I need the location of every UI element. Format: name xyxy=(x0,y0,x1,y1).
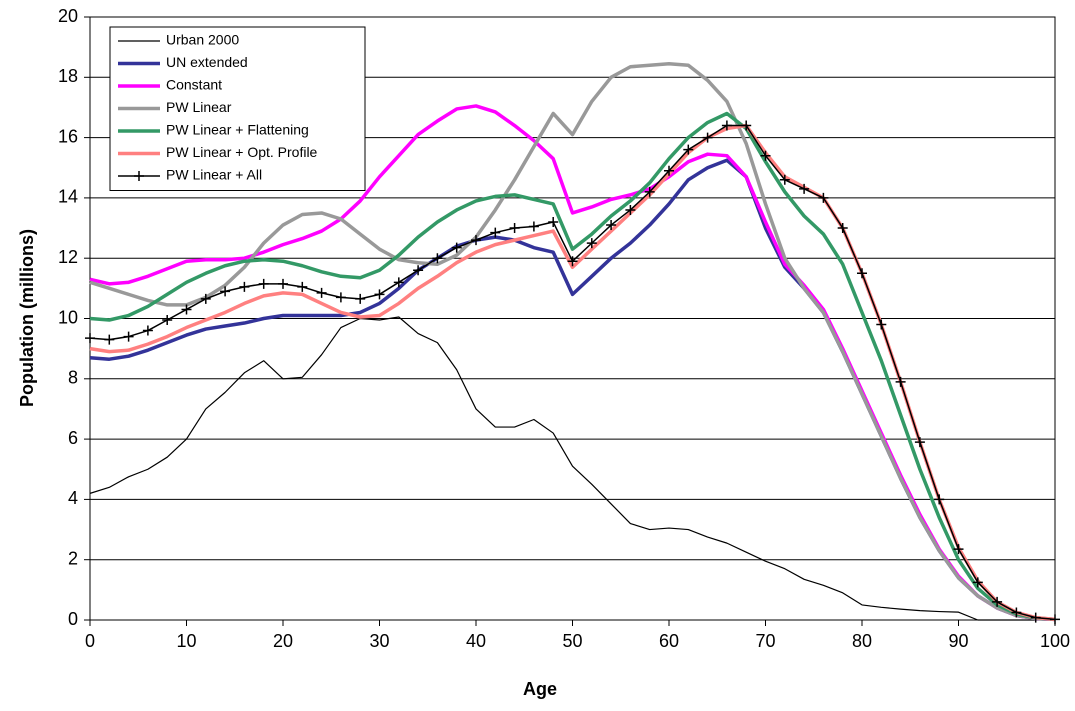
y-tick-label: 20 xyxy=(58,6,78,26)
marker xyxy=(914,437,925,448)
marker xyxy=(702,132,713,143)
y-tick-label: 14 xyxy=(58,187,78,207)
marker xyxy=(258,278,269,289)
x-tick-label: 20 xyxy=(273,631,293,651)
x-tick-label: 100 xyxy=(1040,631,1070,651)
marker xyxy=(741,120,752,131)
y-tick-label: 18 xyxy=(58,66,78,86)
marker xyxy=(181,304,192,315)
marker xyxy=(1050,614,1060,625)
series-line xyxy=(89,316,1055,621)
marker xyxy=(818,192,829,203)
marker xyxy=(586,238,597,249)
marker xyxy=(393,277,404,288)
marker xyxy=(374,289,385,300)
marker xyxy=(278,278,288,289)
marker xyxy=(606,220,617,231)
marker xyxy=(355,293,366,304)
x-tick-label: 60 xyxy=(659,631,679,651)
marker xyxy=(200,293,211,304)
marker xyxy=(335,292,346,303)
marker xyxy=(104,334,115,345)
marker xyxy=(664,165,674,176)
marker xyxy=(162,315,173,326)
marker xyxy=(721,120,732,131)
x-tick-label: 30 xyxy=(369,631,389,651)
y-axis-title: Population (millions) xyxy=(17,229,37,407)
marker xyxy=(992,596,1003,607)
x-tick-label: 70 xyxy=(755,631,775,651)
marker xyxy=(837,223,848,234)
marker xyxy=(471,235,481,246)
marker xyxy=(490,227,501,238)
x-tick-label: 80 xyxy=(852,631,872,651)
legend-marker xyxy=(134,171,144,181)
marker xyxy=(876,319,887,330)
marker xyxy=(567,256,578,267)
legend-label: PW Linear + All xyxy=(166,167,262,183)
y-tick-label: 16 xyxy=(58,126,78,146)
marker xyxy=(220,286,231,297)
legend-label: Urban 2000 xyxy=(166,32,239,48)
marker xyxy=(779,174,790,185)
marker xyxy=(123,331,134,342)
marker xyxy=(895,376,906,387)
marker xyxy=(857,268,867,279)
marker xyxy=(1011,607,1022,618)
marker xyxy=(953,544,964,555)
x-tick-label: 10 xyxy=(176,631,196,651)
marker xyxy=(509,223,520,234)
y-tick-label: 6 xyxy=(68,428,78,448)
marker xyxy=(297,281,308,292)
marker xyxy=(432,253,443,264)
y-tick-label: 0 xyxy=(68,609,78,629)
marker xyxy=(85,333,95,344)
x-tick-label: 0 xyxy=(85,631,95,651)
marker xyxy=(316,287,327,298)
marker xyxy=(413,265,424,276)
marker xyxy=(934,494,945,505)
marker xyxy=(760,150,771,161)
marker xyxy=(683,144,694,155)
legend-label: PW Linear xyxy=(166,99,232,115)
marker xyxy=(451,242,462,253)
x-tick-label: 50 xyxy=(562,631,582,651)
series-line xyxy=(89,111,1056,622)
marker xyxy=(528,221,539,232)
x-axis-title: Age xyxy=(523,679,557,699)
marker xyxy=(799,183,810,194)
marker xyxy=(548,217,559,228)
y-tick-label: 10 xyxy=(58,307,78,327)
legend-label: PW Linear + Opt. Profile xyxy=(166,144,318,160)
marker xyxy=(972,577,983,588)
series-line xyxy=(89,124,1056,621)
x-tick-label: 40 xyxy=(466,631,486,651)
y-tick-label: 12 xyxy=(58,247,78,267)
marker xyxy=(625,204,636,215)
legend-label: PW Linear + Flattening xyxy=(166,122,309,138)
legend-label: UN extended xyxy=(166,54,248,70)
marker xyxy=(142,325,153,336)
series-line xyxy=(89,123,1056,622)
marker xyxy=(644,186,655,197)
x-tick-label: 90 xyxy=(948,631,968,651)
y-tick-label: 4 xyxy=(68,488,78,508)
legend-label: Constant xyxy=(166,77,222,93)
series-line xyxy=(89,158,1056,622)
marker xyxy=(239,281,250,292)
y-tick-label: 8 xyxy=(68,368,78,388)
y-tick-label: 2 xyxy=(68,548,78,568)
marker xyxy=(1030,612,1041,623)
